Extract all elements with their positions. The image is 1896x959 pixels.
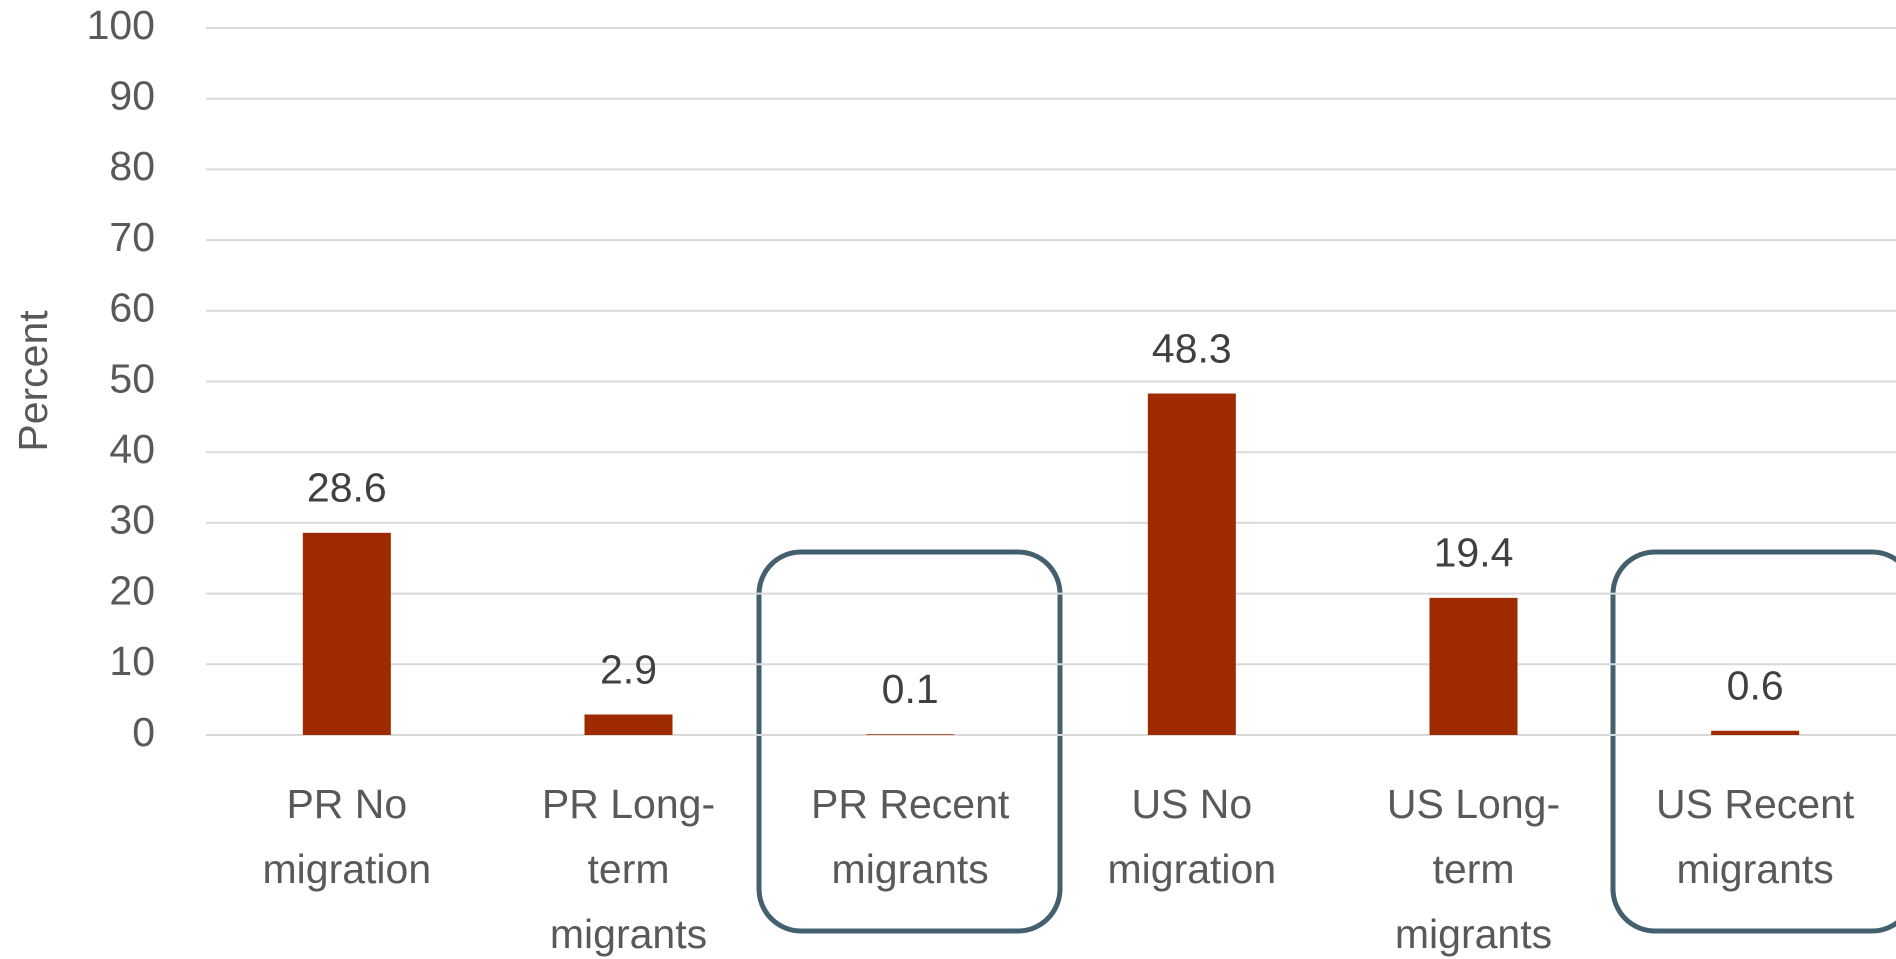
y-tick-label: 100 [87, 2, 155, 48]
x-tick-label: PR Recent migrants [811, 781, 1010, 892]
data-label: 48.3 [1152, 325, 1232, 371]
y-tick-label: 20 [109, 567, 155, 613]
y-tick-label: 80 [109, 143, 155, 189]
bar [1147, 393, 1236, 735]
data-label: 0.6 [1727, 663, 1784, 709]
y-tick-label: 0 [132, 709, 155, 755]
x-tick-label: US Long-term migrants [1386, 781, 1561, 957]
x-tick-label: US Recent migrants [1656, 781, 1855, 892]
data-label: 2.9 [600, 646, 657, 692]
highlight-box [1610, 549, 1896, 934]
x-tick-label: US No migration [1107, 781, 1277, 892]
data-label: 0.1 [882, 666, 939, 712]
data-label: 28.6 [307, 465, 387, 511]
bar [1711, 730, 1800, 735]
y-tick-label: 50 [109, 355, 155, 401]
x-tick-label: PR Long-term migrants [541, 781, 716, 957]
highlight-box [756, 549, 1063, 934]
x-tick-label: PR No migration [262, 781, 432, 892]
data-label: 19.4 [1434, 530, 1514, 576]
bar [302, 532, 391, 735]
y-tick-label: 10 [109, 638, 155, 684]
bar [866, 734, 955, 735]
y-tick-label: 90 [109, 73, 155, 119]
y-tick-label: 30 [109, 497, 155, 543]
bar [1429, 597, 1518, 735]
bar [584, 714, 673, 735]
y-tick-label: 70 [109, 214, 155, 260]
y-axis-label: Percent [10, 310, 56, 452]
y-tick-label: 40 [109, 426, 155, 472]
y-tick-label: 60 [109, 285, 155, 331]
